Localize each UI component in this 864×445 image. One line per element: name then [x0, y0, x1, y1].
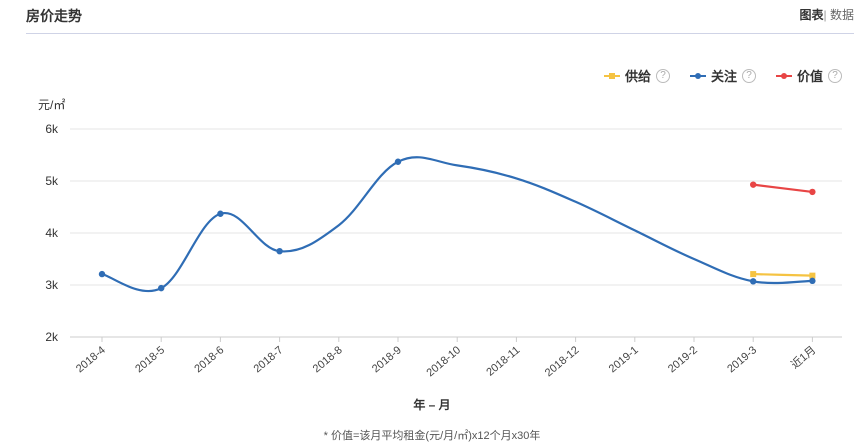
- legend-label-supply: 供给: [624, 69, 651, 84]
- attention-point: [394, 158, 402, 165]
- series-supply-line: [753, 272, 813, 277]
- toggle-separator: |: [823, 8, 827, 22]
- legend-item-supply[interactable]: 供给 ?: [603, 66, 670, 85]
- attention-point: [750, 278, 757, 285]
- series-attention-line: [101, 156, 813, 293]
- supply-point: [750, 271, 757, 278]
- value-point: [750, 181, 757, 188]
- value-point: [809, 188, 816, 196]
- attention-point: [98, 270, 106, 278]
- legend-item-attention[interactable]: 关注 ?: [689, 66, 756, 85]
- legend-swatch-attention: [689, 72, 706, 79]
- view-toggle: 图表| 数据: [800, 6, 855, 23]
- legend-swatch-value: [775, 72, 792, 79]
- attention-point: [217, 210, 224, 217]
- x-tick-label: 2018-11: [484, 344, 522, 379]
- legend-label-attention: 关注: [710, 69, 737, 84]
- x-tick-label: 2019-3: [725, 344, 759, 375]
- y-tick-label: 5k: [45, 174, 59, 188]
- x-tick-label: 2018-12: [543, 344, 582, 379]
- footnote: * 价值=该月平均租金(元/月/㎡)x12个月x30年: [323, 430, 541, 442]
- x-axis-title: 年 – 月: [413, 398, 451, 412]
- page-title: 房价走势: [26, 8, 82, 24]
- y-tick-label: 3k: [45, 278, 59, 292]
- help-icon[interactable]: ?: [655, 68, 670, 83]
- y-tick-label: 4k: [45, 226, 59, 240]
- x-tick-label: 2018-5: [133, 344, 167, 375]
- y-tick-label: 2k: [45, 330, 59, 344]
- y-tick-label: 6k: [45, 122, 59, 136]
- x-tick-label: 2018-9: [370, 344, 404, 375]
- chart-legend: 供给 ? 关注 ? 价值 ?: [603, 66, 842, 85]
- x-tick-label: 2018-8: [311, 344, 345, 375]
- x-tick-label: 2018-10: [424, 344, 463, 379]
- legend-item-value[interactable]: 价值 ?: [775, 66, 842, 85]
- attention-point: [158, 284, 165, 292]
- x-tick-label: 2019-1: [607, 344, 641, 375]
- x-tick-label: 2019-2: [666, 344, 700, 375]
- y-axis-label: 元/㎡: [38, 98, 66, 112]
- legend-label-value: 价值: [796, 69, 823, 84]
- legend-swatch-supply: [603, 72, 620, 79]
- series-value-line: [753, 183, 813, 194]
- help-icon[interactable]: ?: [741, 68, 756, 83]
- header: 房价走势 图表| 数据: [26, 0, 854, 34]
- tab-chart[interactable]: 图表: [799, 8, 824, 22]
- x-tick-label: 2018-7: [252, 344, 286, 375]
- x-tick-label: 2018-6: [192, 344, 226, 375]
- x-tick-label: 近1月: [788, 343, 818, 371]
- attention-point: [276, 248, 283, 255]
- x-tick-label: 2018-4: [74, 344, 108, 375]
- supply-point: [809, 272, 816, 279]
- help-icon[interactable]: ?: [828, 68, 842, 83]
- tab-data[interactable]: 数据: [829, 8, 854, 22]
- attention-point: [809, 277, 816, 285]
